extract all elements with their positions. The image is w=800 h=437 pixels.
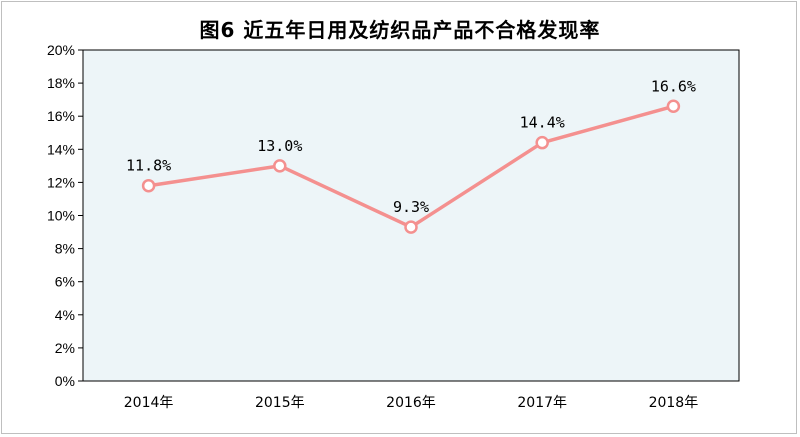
data-labels: 11.8% 13.0% 9.3% 14.4% 16.6% xyxy=(126,77,696,216)
x-tick-label: 2014年 xyxy=(124,395,174,411)
y-tick-label: 20% xyxy=(47,42,75,58)
data-label: 14.4% xyxy=(520,114,565,132)
chart-title: 图6 近五年日用及纺织品产品不合格发现率 xyxy=(199,18,601,42)
y-tick-label: 4% xyxy=(55,307,75,323)
x-tick-label: 2018年 xyxy=(649,395,699,411)
y-tick-label: 8% xyxy=(55,241,75,257)
data-points xyxy=(141,99,681,234)
data-point xyxy=(535,135,549,150)
y-tick-label: 10% xyxy=(47,208,75,224)
data-point xyxy=(404,220,418,234)
data-point xyxy=(273,159,287,173)
data-label: 11.8% xyxy=(126,157,171,175)
x-tick-label: 2015年 xyxy=(255,395,305,411)
x-tick-label: 2016年 xyxy=(386,395,436,411)
plot-area xyxy=(82,49,740,382)
data-label: 13.0% xyxy=(257,137,302,155)
y-tick-label: 16% xyxy=(47,108,75,124)
x-tick-label: 2017年 xyxy=(517,395,567,411)
y-tick-label: 2% xyxy=(55,340,75,356)
data-point xyxy=(666,99,681,114)
y-tick-label: 12% xyxy=(47,174,75,190)
data-point xyxy=(141,178,156,193)
y-tick-label: 0% xyxy=(55,373,75,389)
y-tick-label: 6% xyxy=(55,274,75,290)
y-tick-label: 18% xyxy=(47,75,75,91)
x-axis: 2014年 2015年 2016年 2017年 2018年 xyxy=(124,395,698,411)
data-label: 9.3% xyxy=(393,198,429,216)
y-axis: 0% 2% 4% 6% 8% 10% 12% 14% 16% 18% 20% xyxy=(47,42,83,389)
data-label: 16.6% xyxy=(651,77,696,95)
y-tick-label: 14% xyxy=(47,141,75,157)
